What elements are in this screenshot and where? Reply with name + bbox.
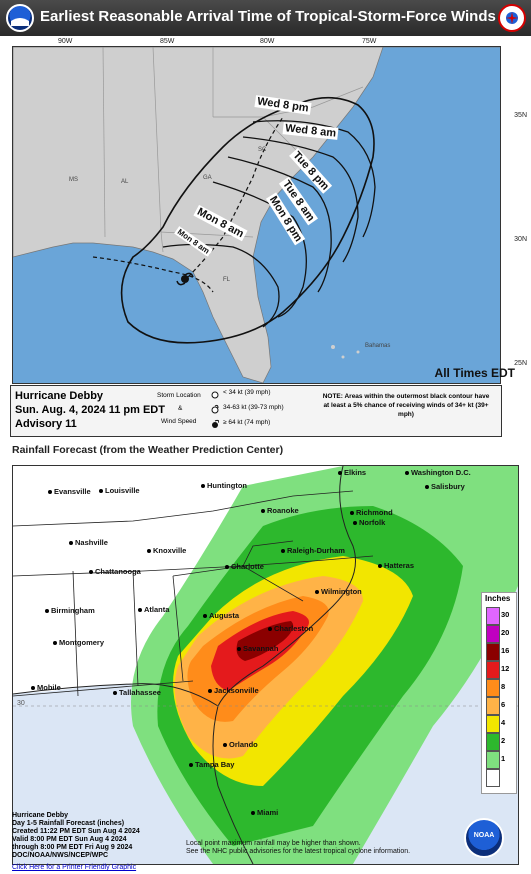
printer-friendly-link[interactable]: Click Here for a Printer Friendly Graphi… bbox=[12, 864, 137, 871]
legend-value: 16 bbox=[501, 646, 510, 655]
legend-value: 2 bbox=[501, 736, 506, 745]
info-line: Valid 8:00 PM EDT Sun Aug 4 2024 bbox=[12, 836, 127, 843]
lon-label-80w: 80W bbox=[260, 38, 275, 45]
legend-swatch bbox=[486, 661, 500, 679]
noaa-logo-icon bbox=[6, 4, 34, 32]
legend-swatch bbox=[486, 697, 500, 715]
legend-storm-location: Storm Location bbox=[157, 392, 201, 399]
legend-swatch bbox=[486, 715, 500, 733]
wind-arrival-map: MS AL GA SC FL Bahamas Wed 8 pm Wed 8 am… bbox=[12, 46, 501, 384]
legend-mid: 34-63 kt (39-73 mph) bbox=[223, 404, 284, 411]
lon-label-75w: 75W bbox=[362, 38, 377, 45]
rainfall-legend: Inches 30 20 16 12 8 6 4 2 1 bbox=[481, 592, 517, 794]
legend-value: 30 bbox=[501, 610, 510, 619]
lat-label-30: 30 bbox=[17, 700, 25, 707]
legend-wind-speed: Wind Speed bbox=[161, 418, 197, 425]
lat-label-25n: 25N bbox=[514, 360, 527, 367]
state-label-ms: MS bbox=[69, 177, 78, 183]
all-times-label: All Times EDT bbox=[434, 366, 515, 380]
probability-note: NOTE: Areas within the outermost black c… bbox=[322, 393, 490, 418]
state-label-sc: SC bbox=[258, 147, 267, 153]
issue-time: Sun. Aug. 4, 2024 11 pm EDT bbox=[15, 404, 165, 416]
legend-value: 12 bbox=[501, 664, 510, 673]
legend-value: 1 bbox=[501, 754, 506, 763]
state-label-al: AL bbox=[121, 179, 129, 185]
info-line: Day 1-5 Rainfall Forecast (inches) bbox=[12, 820, 125, 827]
state-label-fl: FL bbox=[223, 277, 231, 283]
rainfall-disclaimer: Local point maximum rainfall may be high… bbox=[186, 840, 411, 855]
noaa-logo-bottom-icon: NOAA bbox=[464, 818, 504, 858]
storm-name: Hurricane Debby bbox=[15, 390, 104, 402]
legend-swatch bbox=[486, 607, 500, 625]
legend-swatch bbox=[486, 643, 500, 661]
lon-label-90w: 90W bbox=[58, 38, 73, 45]
legend-swatch bbox=[486, 679, 500, 697]
legend-low: < 34 kt (39 mph) bbox=[223, 389, 271, 396]
legend-value: 6 bbox=[501, 700, 506, 709]
legend-high: ≥ 64 kt (74 mph) bbox=[223, 419, 271, 426]
lon-label-85w: 85W bbox=[160, 38, 175, 45]
legend-swatch bbox=[486, 625, 500, 643]
info-line: Created 11:22 PM EDT Sun Aug 4 2024 bbox=[12, 828, 140, 835]
advisory-number: Advisory 11 bbox=[15, 418, 77, 430]
rainfall-heading: Rainfall Forecast (from the Weather Pred… bbox=[12, 444, 284, 456]
lat-label-35n: 35N bbox=[514, 112, 527, 119]
legend-swatch bbox=[486, 769, 500, 787]
info-line: Hurricane Debby bbox=[12, 812, 69, 819]
place-label-bahamas: Bahamas bbox=[365, 343, 391, 349]
advisory-info-box: Hurricane Debby Sun. Aug. 4, 2024 11 pm … bbox=[10, 385, 502, 437]
info-line: DOC/NOAA/NWS/NCEP/WPC bbox=[12, 852, 109, 859]
hurricane-symbol-icon bbox=[176, 272, 194, 286]
rainfall-info-block: Hurricane Debby Day 1-5 Rainfall Forecas… bbox=[12, 812, 182, 860]
wind-product-title: Earliest Reasonable Arrival Time of Trop… bbox=[40, 8, 496, 25]
wind-header-bar: Earliest Reasonable Arrival Time of Trop… bbox=[0, 0, 531, 36]
state-label-ga: GA bbox=[203, 175, 212, 181]
rainfall-map: Richmond Evansville Louisville Huntingto… bbox=[12, 465, 519, 865]
legend-amp: & bbox=[178, 405, 183, 412]
legend-storm-symbols-icon bbox=[211, 391, 219, 428]
lat-label-30n: 30N bbox=[514, 236, 527, 243]
legend-value: 4 bbox=[501, 718, 506, 727]
info-line: through 8:00 PM EDT Fri Aug 9 2024 bbox=[12, 844, 133, 851]
legend-swatch bbox=[486, 751, 500, 769]
legend-swatch bbox=[486, 733, 500, 751]
legend-value: 8 bbox=[501, 682, 506, 691]
nws-logo-icon bbox=[498, 4, 526, 32]
legend-value: 20 bbox=[501, 628, 510, 637]
legend-title: Inches bbox=[485, 594, 511, 603]
